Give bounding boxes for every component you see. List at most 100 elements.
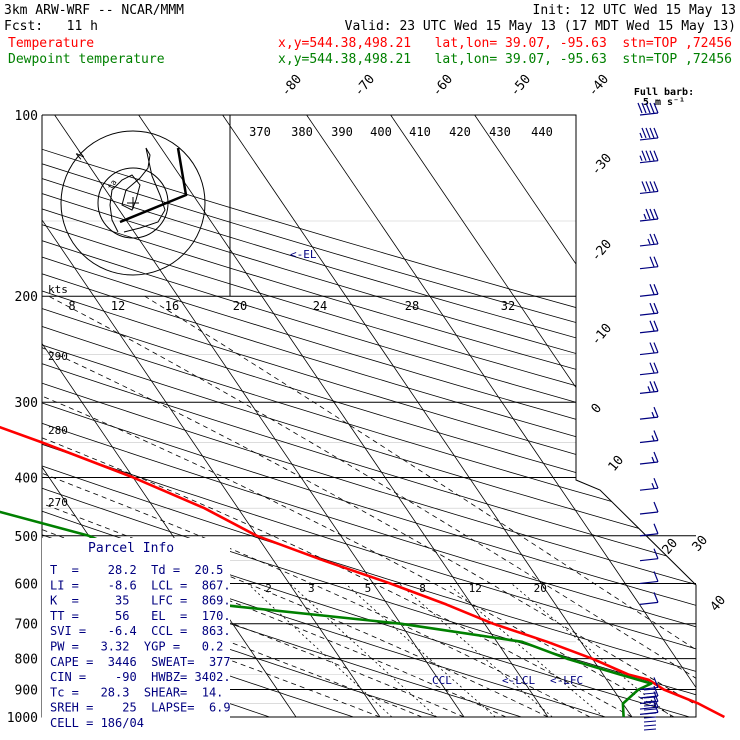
wind-barb-full (653, 685, 659, 697)
wind-barb-100 (637, 102, 659, 116)
pressure-label-700: 700 (15, 618, 38, 633)
wind-barb-250 (639, 342, 659, 356)
wind-barb-600 (639, 571, 659, 585)
wind-barb-staff (639, 511, 659, 515)
dry-adiabat-420 (42, 115, 696, 717)
ring-label-24: 24 (313, 299, 327, 313)
wind-barb-staff (639, 243, 659, 247)
wind-barb-full (649, 181, 655, 192)
wind-barb-half (647, 238, 651, 245)
hodo-north-label: N (75, 150, 87, 162)
wind-barb-full (653, 477, 659, 489)
isotherm-20 (222, 115, 633, 717)
lfc-label: <-LFC (550, 674, 583, 687)
dry-adiabat-260 (42, 115, 394, 717)
wind-barb-half (651, 482, 655, 489)
parcel-row-0: T = 28.2 Td = 20.5 (50, 563, 223, 577)
parcel-row-1: LI = -8.6 LCL = 867. (50, 578, 231, 592)
parcel-row-5: PW = 3.32 YGP = 0.2 (50, 640, 223, 654)
wind-barb-full (641, 127, 647, 139)
wind-barb-staff (639, 390, 659, 394)
wind-barb-full (653, 208, 659, 220)
wind-barb-full (649, 256, 655, 267)
wind-barb-full (641, 102, 647, 114)
isotherm-0 (54, 115, 465, 717)
wind-barb-350 (639, 430, 659, 444)
wind-barb-surface (643, 720, 657, 723)
wind-barb-full (653, 362, 659, 373)
wind-barb-full (649, 208, 655, 220)
wind-barb-full (649, 127, 655, 139)
wind-barb-930 (639, 685, 659, 699)
wind-barb-290 (639, 381, 659, 394)
isotherm-label-20: 20 (660, 536, 682, 558)
wind-barb-surface (643, 692, 657, 695)
wind-barb-half (651, 456, 655, 463)
wind-barb-surface (643, 724, 657, 727)
pressure-label-900: 900 (15, 683, 38, 698)
wind-barb-full (653, 320, 659, 331)
wind-barb-staff (639, 416, 659, 420)
hodo-trace-lower (109, 147, 151, 233)
temperature-location: x,y=544.38,498.21 lat,lon= 39.07, -95.63… (278, 36, 732, 51)
wind-barb-200 (639, 283, 659, 297)
wind-barb-surface (643, 688, 657, 691)
wind-barb-full (653, 233, 659, 245)
dry-adiabat-340 (42, 115, 696, 717)
dry-adiabat-360 (42, 115, 696, 717)
hodo-trace-mid (123, 147, 166, 233)
wind-barb-half (639, 132, 643, 139)
wind-barb-full (653, 702, 659, 713)
wind-barb-full (653, 283, 659, 295)
parcel-info-box: Parcel Info T = 28.2 Td = 20.5LI = -8.6 … (42, 538, 231, 730)
dry-adiabat-310 (42, 115, 696, 717)
wind-barb-full (649, 283, 655, 295)
pressure-label-600: 600 (15, 577, 38, 592)
wind-barb-970 (639, 696, 659, 710)
wind-barb-full (641, 150, 647, 161)
theta-label-380: 380 (291, 125, 313, 139)
wind-barb-staff (639, 533, 659, 537)
wind-barb-half (651, 435, 655, 441)
mixing-ratio-label-20: 20 (534, 582, 547, 595)
theta-label-390: 390 (331, 125, 353, 139)
hodo-trace-upper (119, 147, 188, 224)
dry-adiabat-label-270: 270 (48, 496, 68, 509)
wind-barb-staff (639, 695, 659, 699)
parcel-row-2: K = 35 LFC = 869. (50, 594, 231, 608)
pressure-label-100: 100 (15, 109, 38, 124)
isotherm-label--40: -40 (586, 72, 613, 100)
parcel-row-7: CIN = -90 HWBZ= 3402. (50, 670, 231, 684)
wind-barb-full (653, 696, 659, 708)
wind-barb-500 (639, 523, 659, 537)
wind-barb-staff (639, 160, 659, 164)
moist-adiabat--5 (42, 295, 423, 717)
wind-barb-surface (643, 728, 657, 731)
wind-barb-650 (639, 592, 659, 605)
parcel-info-background (42, 538, 230, 728)
wind-barb-full (653, 150, 659, 161)
isotherm-label-10: 10 (606, 453, 628, 475)
mixing-ratio-label-2: 2 (265, 582, 272, 595)
isotherm-label--30: -30 (589, 151, 616, 179)
ring-label-20: 20 (233, 299, 247, 313)
isotherm-label--80: -80 (279, 72, 306, 100)
wind-barb-150 (639, 208, 659, 222)
isotherm-label--10: -10 (589, 321, 616, 349)
wind-barb-surface (643, 700, 657, 703)
ring-label-12: 12 (111, 299, 125, 313)
dry-adiabat-410 (42, 115, 696, 717)
hodo-ring-outer (60, 130, 206, 276)
wind-barb-180 (639, 256, 659, 270)
wind-barb-surface (643, 716, 657, 719)
wind-barb-460 (639, 501, 659, 515)
kts-label: kts (48, 283, 68, 296)
temperature-legend: Temperature (8, 36, 94, 51)
profile-layer (0, 425, 725, 719)
mixing-ratio-2 (247, 583, 393, 717)
wind-barb-full (653, 592, 659, 603)
wind-barb-full (653, 501, 659, 513)
wind-barb-full (649, 150, 655, 161)
wind-barb-230 (639, 320, 659, 334)
